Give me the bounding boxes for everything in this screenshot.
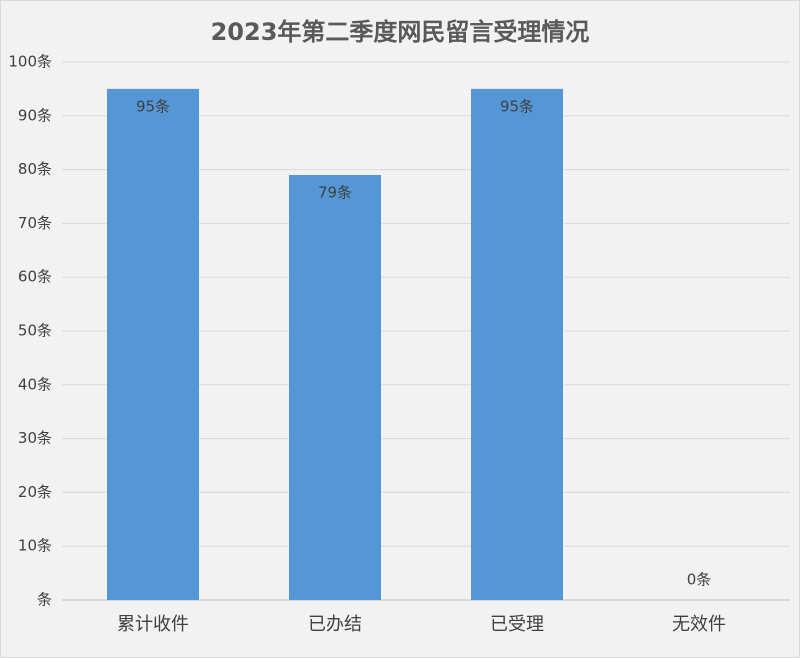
y-tick-label: 条 [37, 591, 52, 609]
y-tick-label: 80条 [18, 160, 52, 178]
x-tick-label: 无效件 [672, 614, 726, 635]
chart-title: 2023年第二季度网民留言受理情况 [211, 18, 590, 46]
y-tick-label: 50条 [18, 322, 52, 340]
bar [471, 88, 563, 601]
y-tick-label: 100条 [8, 53, 52, 71]
y-tick-label: 90条 [18, 106, 52, 124]
data-label: 95条 [136, 97, 170, 115]
data-label: 79条 [318, 183, 352, 201]
x-tick-label: 已办结 [308, 614, 362, 635]
y-tick-label: 10条 [18, 537, 52, 555]
x-tick-label: 已受理 [490, 614, 544, 635]
data-label: 0条 [687, 571, 712, 589]
y-tick-label: 40条 [18, 375, 52, 393]
bar [107, 88, 199, 601]
y-tick-label: 60条 [18, 268, 52, 286]
y-tick-label: 30条 [18, 429, 52, 447]
y-tick-label: 70条 [18, 214, 52, 232]
y-tick-label: 20条 [18, 483, 52, 501]
bar [289, 174, 381, 601]
data-label: 95条 [500, 97, 534, 115]
x-tick-label: 累计收件 [117, 614, 189, 635]
